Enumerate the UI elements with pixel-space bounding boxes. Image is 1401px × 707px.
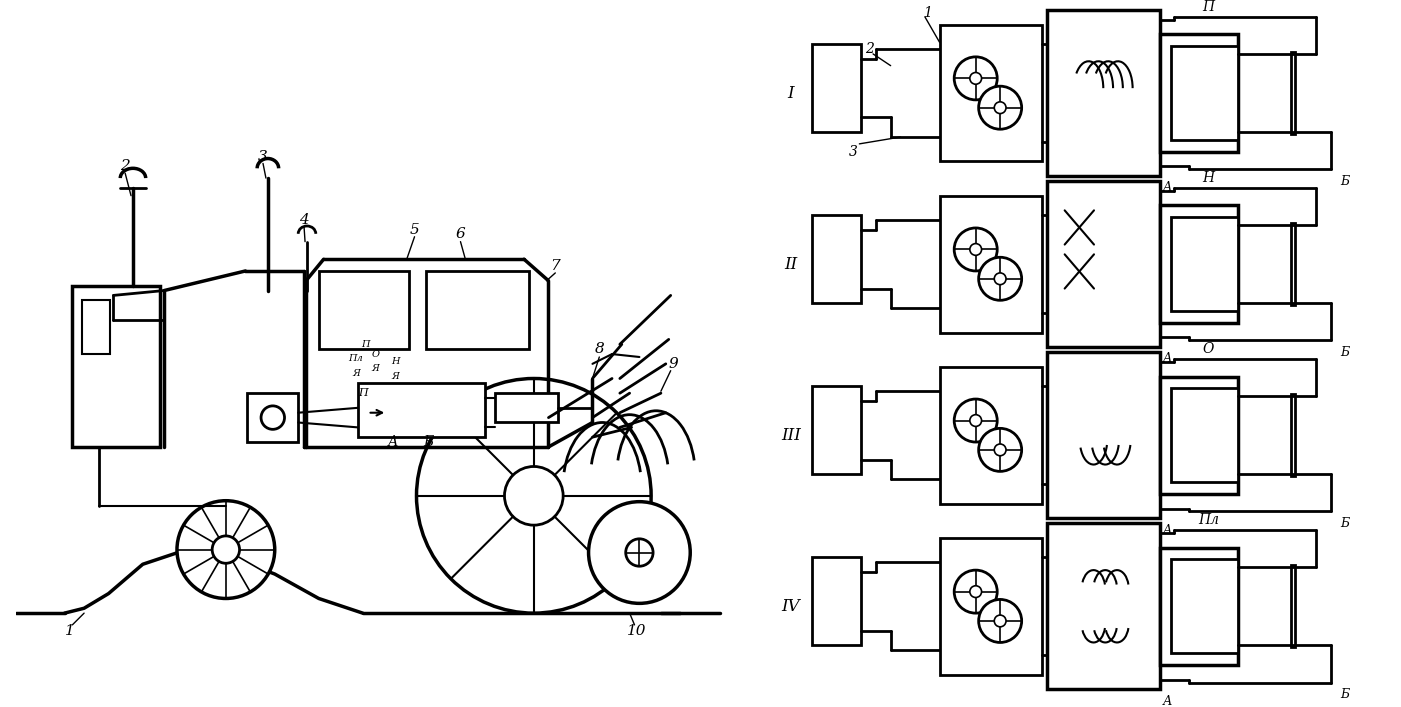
Bar xyxy=(319,271,409,349)
Text: 1: 1 xyxy=(64,624,74,638)
Circle shape xyxy=(177,501,275,598)
Bar xyxy=(1160,35,1237,152)
Text: Б: Б xyxy=(423,435,433,449)
Text: А: А xyxy=(1163,524,1173,537)
Text: IV: IV xyxy=(782,598,800,615)
Bar xyxy=(248,393,298,442)
Text: Пл: Пл xyxy=(349,354,363,363)
Circle shape xyxy=(588,502,691,603)
Circle shape xyxy=(995,102,1006,114)
Bar xyxy=(1292,394,1296,477)
Circle shape xyxy=(969,244,982,255)
Circle shape xyxy=(969,73,982,84)
Text: 3: 3 xyxy=(849,145,857,158)
Bar xyxy=(1292,223,1296,305)
Circle shape xyxy=(979,86,1021,129)
Bar xyxy=(73,286,160,447)
Text: 2: 2 xyxy=(120,159,130,173)
Bar xyxy=(940,196,1042,332)
Text: Я: Я xyxy=(391,372,399,381)
Circle shape xyxy=(954,399,998,442)
Circle shape xyxy=(995,444,1006,456)
Bar xyxy=(1171,217,1237,311)
Circle shape xyxy=(969,586,982,597)
Circle shape xyxy=(504,467,563,525)
Bar xyxy=(1047,181,1160,347)
Circle shape xyxy=(995,273,1006,285)
Text: Н: Н xyxy=(1202,171,1215,185)
Text: А: А xyxy=(1163,694,1173,707)
Text: О: О xyxy=(371,349,380,358)
Bar xyxy=(1047,352,1160,518)
Circle shape xyxy=(979,257,1021,300)
Bar xyxy=(1160,377,1237,494)
Text: А: А xyxy=(388,435,398,449)
Text: 1: 1 xyxy=(923,6,932,20)
Bar xyxy=(1160,206,1237,323)
Text: II: II xyxy=(785,256,797,273)
Bar xyxy=(83,300,109,354)
Text: Я: Я xyxy=(352,369,360,378)
Bar xyxy=(1047,523,1160,689)
Bar xyxy=(940,538,1042,674)
Text: 7: 7 xyxy=(551,259,560,273)
Circle shape xyxy=(212,536,240,563)
Text: Н: Н xyxy=(391,357,399,366)
Bar xyxy=(813,386,862,474)
Bar xyxy=(1171,388,1237,482)
Text: 3: 3 xyxy=(258,150,268,163)
Bar xyxy=(357,383,485,437)
Text: 6: 6 xyxy=(455,227,465,241)
Circle shape xyxy=(969,415,982,426)
Bar xyxy=(1160,548,1237,665)
Bar xyxy=(1292,565,1296,648)
Text: 9: 9 xyxy=(668,357,678,371)
Circle shape xyxy=(979,428,1021,472)
Text: 10: 10 xyxy=(626,624,646,638)
Text: Б: Б xyxy=(1341,346,1349,358)
Circle shape xyxy=(954,570,998,613)
Text: Б: Б xyxy=(1341,175,1349,187)
Circle shape xyxy=(261,406,284,429)
Circle shape xyxy=(954,57,998,100)
Bar xyxy=(495,393,558,423)
Bar xyxy=(940,25,1042,161)
Text: А: А xyxy=(1163,182,1173,194)
Circle shape xyxy=(416,378,651,613)
Text: П: П xyxy=(357,388,367,398)
Text: Б: Б xyxy=(1341,517,1349,530)
Circle shape xyxy=(626,539,653,566)
Bar xyxy=(813,44,862,132)
Text: 4: 4 xyxy=(300,213,310,227)
Bar xyxy=(1047,10,1160,176)
Text: А: А xyxy=(1163,353,1173,366)
Circle shape xyxy=(979,600,1021,643)
Text: Б: Б xyxy=(1341,688,1349,701)
Circle shape xyxy=(995,615,1006,627)
Text: П: П xyxy=(361,340,370,349)
Text: Пл: Пл xyxy=(1198,513,1219,527)
Bar xyxy=(426,271,530,349)
Text: 2: 2 xyxy=(864,42,874,56)
Text: III: III xyxy=(780,427,801,444)
Bar xyxy=(813,557,862,645)
Text: 5: 5 xyxy=(409,223,419,237)
Bar xyxy=(940,367,1042,503)
Bar xyxy=(1171,559,1237,653)
Bar xyxy=(1292,52,1296,134)
Bar xyxy=(1171,46,1237,140)
Circle shape xyxy=(954,228,998,271)
Text: П: П xyxy=(1202,0,1215,14)
Text: Я: Я xyxy=(371,364,380,373)
Bar xyxy=(813,215,862,303)
Text: О: О xyxy=(1202,342,1215,356)
Text: 8: 8 xyxy=(594,342,604,356)
Text: I: I xyxy=(787,85,794,102)
